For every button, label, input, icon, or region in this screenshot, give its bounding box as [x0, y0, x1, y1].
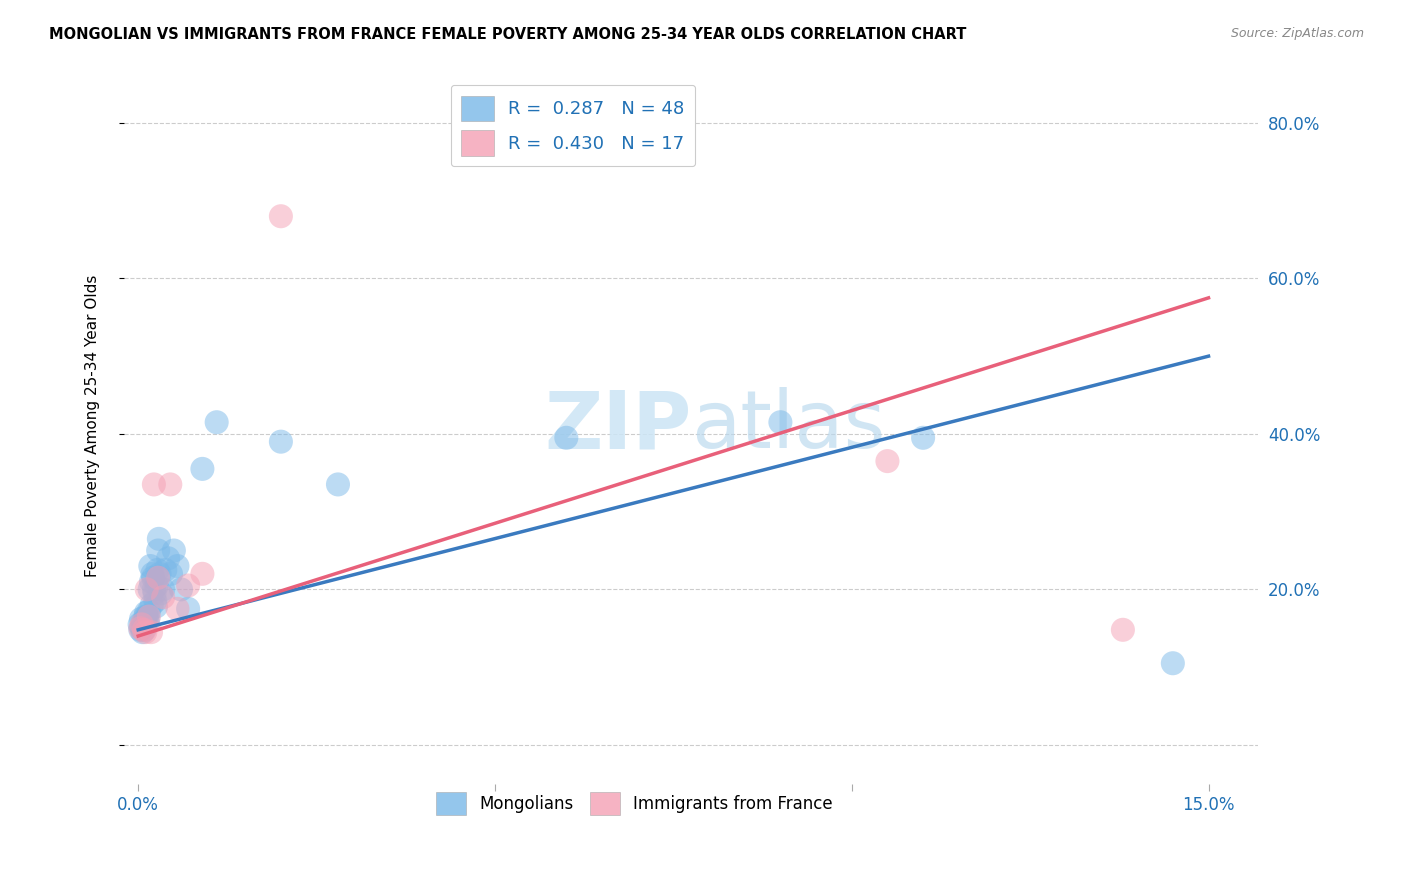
Point	[146, 563, 169, 577]
Point	[134, 617, 156, 632]
Point	[136, 615, 159, 629]
Point	[326, 477, 349, 491]
Point	[270, 434, 292, 449]
Point	[129, 621, 152, 635]
Point	[166, 559, 188, 574]
Point	[132, 615, 155, 629]
Point	[145, 578, 167, 592]
Point	[152, 590, 174, 604]
Point	[912, 431, 935, 445]
Point	[270, 209, 292, 223]
Point	[177, 602, 200, 616]
Point	[134, 609, 156, 624]
Point	[1161, 657, 1184, 671]
Point	[141, 566, 163, 581]
Y-axis label: Female Poverty Among 25-34 Year Olds: Female Poverty Among 25-34 Year Olds	[86, 275, 100, 577]
Point	[150, 586, 173, 600]
Point	[163, 543, 186, 558]
Point	[132, 623, 155, 637]
Point	[134, 614, 156, 628]
Point	[876, 454, 898, 468]
Text: Source: ZipAtlas.com: Source: ZipAtlas.com	[1230, 27, 1364, 40]
Point	[157, 551, 180, 566]
Point	[134, 625, 156, 640]
Point	[135, 606, 157, 620]
Point	[134, 623, 156, 637]
Point	[138, 609, 160, 624]
Point	[129, 623, 152, 637]
Point	[135, 609, 157, 624]
Point	[160, 566, 183, 581]
Point	[129, 612, 152, 626]
Point	[143, 594, 166, 608]
Point	[131, 621, 153, 635]
Point	[146, 543, 169, 558]
Point	[152, 582, 174, 597]
Point	[1112, 623, 1135, 637]
Point	[136, 612, 159, 626]
Point	[139, 559, 162, 574]
Point	[170, 582, 193, 597]
Point	[128, 617, 150, 632]
Point	[191, 566, 214, 581]
Point	[205, 415, 228, 429]
Point	[131, 625, 153, 640]
Text: MONGOLIAN VS IMMIGRANTS FROM FRANCE FEMALE POVERTY AMONG 25-34 YEAR OLDS CORRELA: MONGOLIAN VS IMMIGRANTS FROM FRANCE FEMA…	[49, 27, 966, 42]
Point	[149, 566, 172, 581]
Point	[159, 477, 181, 491]
Point	[166, 602, 188, 616]
Point	[769, 415, 792, 429]
Point	[555, 431, 578, 445]
Point	[177, 578, 200, 592]
Point	[142, 571, 165, 585]
Point	[143, 586, 166, 600]
Point	[146, 571, 169, 585]
Point	[155, 563, 177, 577]
Point	[139, 574, 162, 589]
Point	[131, 617, 153, 632]
Text: atlas: atlas	[692, 387, 886, 465]
Point	[135, 582, 157, 597]
Point	[142, 582, 165, 597]
Point	[138, 604, 160, 618]
Point	[138, 582, 160, 597]
Point	[148, 532, 170, 546]
Point	[145, 599, 167, 614]
Point	[139, 625, 162, 640]
Point	[132, 620, 155, 634]
Point	[191, 462, 214, 476]
Text: ZIP: ZIP	[544, 387, 692, 465]
Legend: Mongolians, Immigrants from France: Mongolians, Immigrants from France	[426, 782, 844, 825]
Point	[142, 477, 165, 491]
Point	[141, 598, 163, 612]
